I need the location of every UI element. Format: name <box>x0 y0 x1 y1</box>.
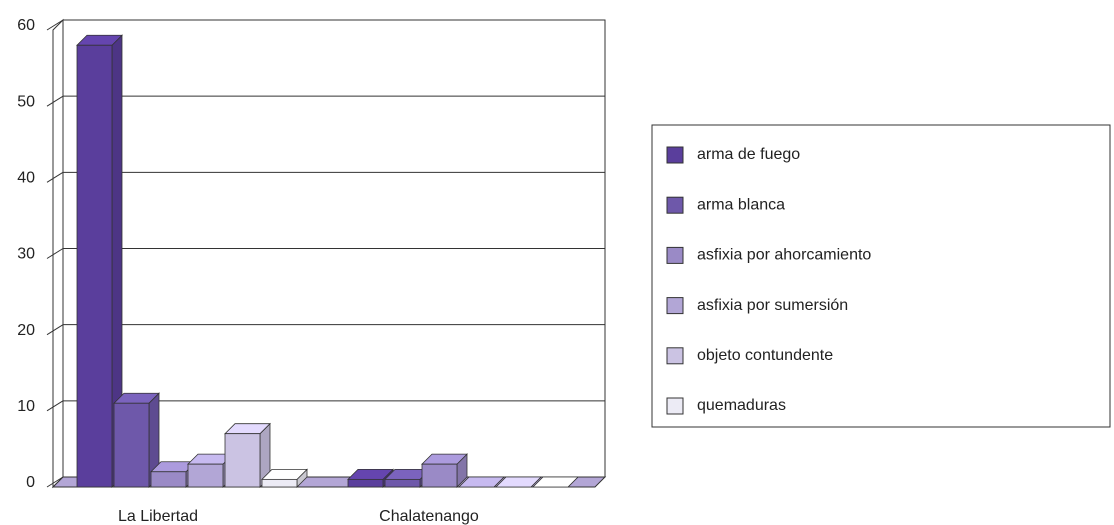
y-tick-label: 0 <box>26 474 35 491</box>
bar-front <box>113 402 150 488</box>
bar-front <box>76 44 113 488</box>
bar-front <box>384 478 421 488</box>
y-tick-label: 60 <box>17 17 35 34</box>
bar <box>224 422 271 488</box>
bar <box>76 34 123 488</box>
bar-front <box>347 478 384 488</box>
bar-front <box>187 463 224 488</box>
x-tick-label: Chalatenango <box>379 508 479 525</box>
y-tick <box>46 324 64 336</box>
legend-swatch <box>666 196 684 214</box>
bar <box>150 460 197 488</box>
legend-swatch <box>666 246 684 264</box>
bar-front <box>261 478 298 488</box>
legend-label: asfixia por ahorcamiento <box>697 247 871 264</box>
y-tick <box>46 476 64 488</box>
bar <box>495 476 542 488</box>
x-tick-label: La Libertad <box>118 508 198 525</box>
bar-front <box>150 471 187 488</box>
legend-label: arma blanca <box>697 196 785 213</box>
bar <box>421 453 468 488</box>
legend-label: objeto contundente <box>697 347 833 364</box>
y-tick-label: 40 <box>17 170 35 187</box>
legend-swatch <box>666 146 684 164</box>
bar-top <box>495 476 542 488</box>
y-tick-label: 10 <box>17 398 35 415</box>
bar-top <box>532 476 579 488</box>
y-tick-label: 50 <box>17 93 35 110</box>
legend-label: arma de fuego <box>697 146 800 163</box>
legend-label: asfixia por sumersión <box>697 297 848 314</box>
bar <box>113 392 160 488</box>
legend-box <box>651 124 1111 428</box>
y-tick <box>46 400 64 412</box>
y-tick <box>46 171 64 183</box>
bar <box>458 476 505 488</box>
y-tick <box>46 19 64 31</box>
bar-front <box>421 463 458 488</box>
y-tick <box>46 95 64 107</box>
bar <box>532 476 579 488</box>
bar <box>261 468 308 488</box>
legend-swatch <box>666 297 684 315</box>
legend-swatch <box>666 347 684 365</box>
bar-front <box>224 433 261 488</box>
y-tick <box>46 248 64 259</box>
legend-label: quemaduras <box>697 397 786 414</box>
bar-top <box>458 476 505 488</box>
legend-swatch <box>666 397 684 415</box>
y-tick-label: 20 <box>17 322 35 339</box>
y-tick-label: 30 <box>17 246 35 263</box>
